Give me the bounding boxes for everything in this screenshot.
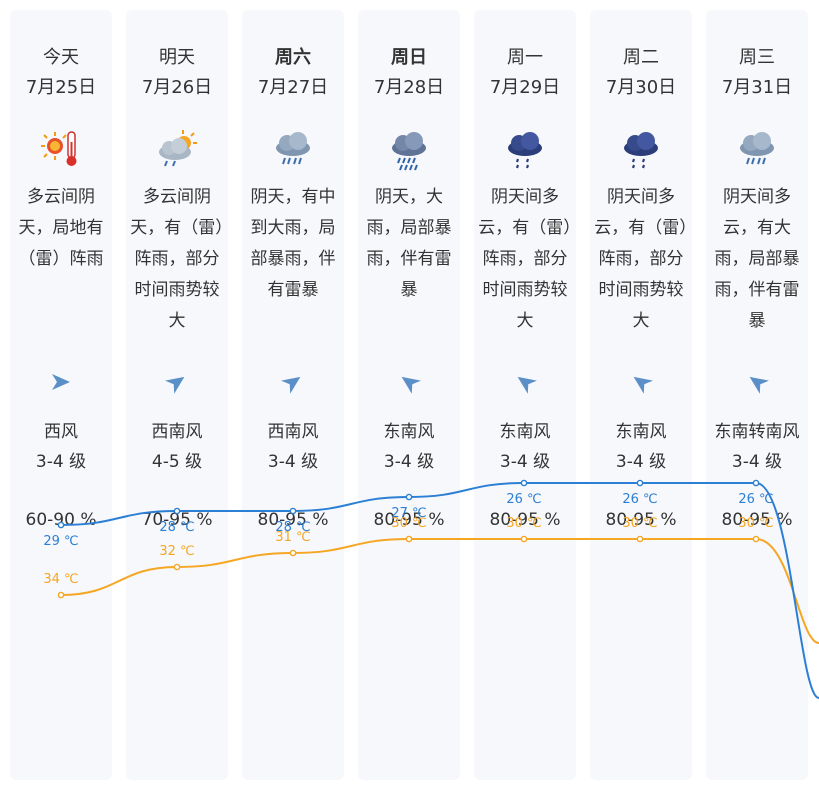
date-label: 7月29日 — [489, 77, 561, 98]
wind-level: 3-4 级 — [35, 452, 87, 472]
dark-cloud-rain-icon — [508, 132, 542, 169]
cloud-rainstorm-icon — [392, 132, 426, 171]
wind-level: 3-4 级 — [267, 452, 319, 472]
wind-arrow-southwest-icon — [165, 376, 185, 394]
forecast-day-5: 周二 7月30日 阴天间多云，有（雷）阵雨，部分时间雨势较大 东南风 3-4 级… — [590, 10, 692, 780]
humidity-range: 80-95 % — [721, 510, 793, 530]
weather-description: 阴天间多云，有（雷）阵雨，部分时间雨势较大 — [594, 187, 688, 331]
wind-level: 3-4 级 — [615, 452, 667, 472]
weather-description: 阴天，有中到大雨，局部暴雨，伴有雷暴 — [250, 187, 336, 300]
forecast-day-3: 周日 7月28日 阴天，大雨，局部暴雨，伴有雷暴 东南风 3-4 级 80-95… — [358, 10, 460, 780]
date-label: 7月31日 — [721, 77, 793, 98]
forecast-day-0: 今天 7月25日 多云间阴天，局地有（雷）阵雨 西风 3-4 级 60-90 % — [10, 10, 112, 780]
cloud-heavy-rain-icon — [740, 132, 774, 165]
dark-cloud-rain-icon — [624, 132, 658, 169]
weather-description: 多云间阴天，有（雷）阵雨，部分时间雨势较大 — [130, 187, 224, 331]
forecast-day-4: 周一 7月29日 阴天间多云，有（雷）阵雨，部分时间雨势较大 东南风 3-4 级… — [474, 10, 576, 780]
date-label: 7月28日 — [373, 77, 445, 98]
humidity-range: 80-95 % — [373, 510, 445, 530]
humidity-range: 80-95 % — [605, 510, 677, 530]
weekday-label: 今天 — [43, 47, 79, 68]
wind-arrow-southeast-icon — [517, 376, 537, 394]
forecast-day-6: 周三 7月31日 阴天间多云，有大雨，局部暴雨，伴有雷暴 东南转南风 3-4 级… — [706, 10, 808, 780]
date-label: 7月25日 — [25, 77, 97, 98]
weekday-label: 明天 — [159, 47, 195, 68]
wind-arrow-southeast-icon — [633, 376, 653, 394]
wind-direction: 东南风 — [383, 422, 435, 442]
wind-level: 4-5 级 — [151, 452, 203, 472]
date-label: 7月26日 — [141, 77, 213, 98]
wind-level: 3-4 级 — [383, 452, 435, 472]
wind-arrow-southwest-icon — [281, 376, 301, 394]
forecast-day-1: 明天 7月26日 多云间阴天，有（雷）阵雨，部分时间雨势较大 西南风 4-5 级… — [126, 10, 228, 780]
weekday-label: 周一 — [507, 47, 543, 68]
humidity-range: 80-95 % — [489, 510, 561, 530]
wind-level: 3-4 级 — [731, 452, 783, 472]
weekday-label: 周二 — [623, 47, 659, 68]
wind-direction: 西南风 — [267, 422, 319, 442]
cloud-sun-rain-icon — [159, 130, 197, 167]
humidity-range: 60-90 % — [25, 510, 97, 530]
weather-description: 多云间阴天，局地有（雷）阵雨 — [18, 187, 104, 269]
humidity-range: 80-95 % — [257, 510, 329, 530]
wind-arrow-southeast-icon — [401, 376, 421, 394]
wind-direction: 东南转南风 — [714, 422, 800, 442]
date-label: 7月30日 — [605, 77, 677, 98]
forecast-day-2: 周六 7月27日 阴天，有中到大雨，局部暴雨，伴有雷暴 西南风 3-4 级 80… — [242, 10, 344, 780]
wind-arrow-west-icon — [52, 374, 70, 390]
wind-direction: 西风 — [44, 422, 78, 442]
weather-description: 阴天间多云，有大雨，局部暴雨，伴有雷暴 — [714, 187, 800, 331]
weekday-label: 周六 — [275, 47, 311, 68]
wind-direction: 东南风 — [615, 422, 667, 442]
weather-description: 阴天，大雨，局部暴雨，伴有雷暴 — [366, 187, 452, 300]
cloud-heavy-rain-icon — [276, 132, 310, 165]
weekday-label: 周日 — [391, 47, 427, 68]
partly-cloudy-hot-icon — [41, 131, 77, 166]
wind-direction: 东南风 — [499, 422, 551, 442]
wind-arrow-southeast-icon — [749, 376, 769, 394]
wind-level: 3-4 级 — [499, 452, 551, 472]
weekday-label: 周三 — [739, 47, 775, 68]
wind-direction: 西南风 — [151, 422, 203, 442]
humidity-range: 70-95 % — [141, 510, 213, 530]
date-label: 7月27日 — [257, 77, 329, 98]
weather-description: 阴天间多云，有（雷）阵雨，部分时间雨势较大 — [478, 187, 572, 331]
